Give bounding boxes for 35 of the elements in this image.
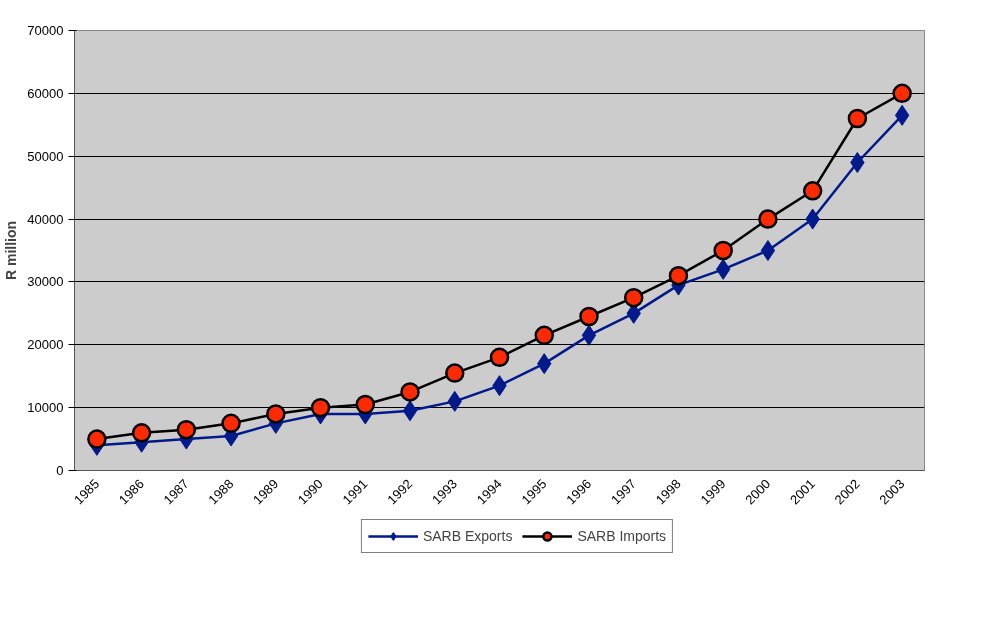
point (445, 363, 465, 383)
point (534, 325, 554, 346)
point (402, 400, 418, 422)
y-tick-label: 0 (56, 463, 64, 478)
y-tick-label: 10000 (27, 400, 64, 416)
point (847, 108, 868, 129)
y-tick-label: 70000 (27, 23, 64, 38)
y-tick-label: 20000 (27, 337, 64, 353)
y-tick-label: 60000 (27, 85, 64, 101)
point (266, 404, 286, 424)
point (355, 394, 376, 415)
point (221, 413, 241, 434)
y-tick-label: 30000 (27, 274, 64, 290)
y-axis-title: R million (3, 220, 20, 281)
point (131, 423, 152, 443)
point (310, 397, 331, 418)
point (758, 209, 778, 229)
point (400, 382, 420, 402)
point (579, 306, 599, 327)
point (894, 104, 910, 126)
point (623, 287, 644, 308)
point (176, 419, 197, 440)
point (892, 83, 912, 104)
point (668, 265, 689, 286)
legend-label: SARB Imports (577, 528, 667, 544)
point (850, 152, 865, 173)
y-tick-label: 50000 (27, 148, 64, 164)
point (760, 240, 776, 261)
point (87, 429, 107, 449)
point (802, 181, 823, 201)
legend-label: SARB Exports (422, 528, 513, 544)
y-tick-label: 40000 (27, 211, 64, 227)
point (489, 347, 510, 368)
point (581, 324, 597, 346)
point (713, 240, 733, 261)
